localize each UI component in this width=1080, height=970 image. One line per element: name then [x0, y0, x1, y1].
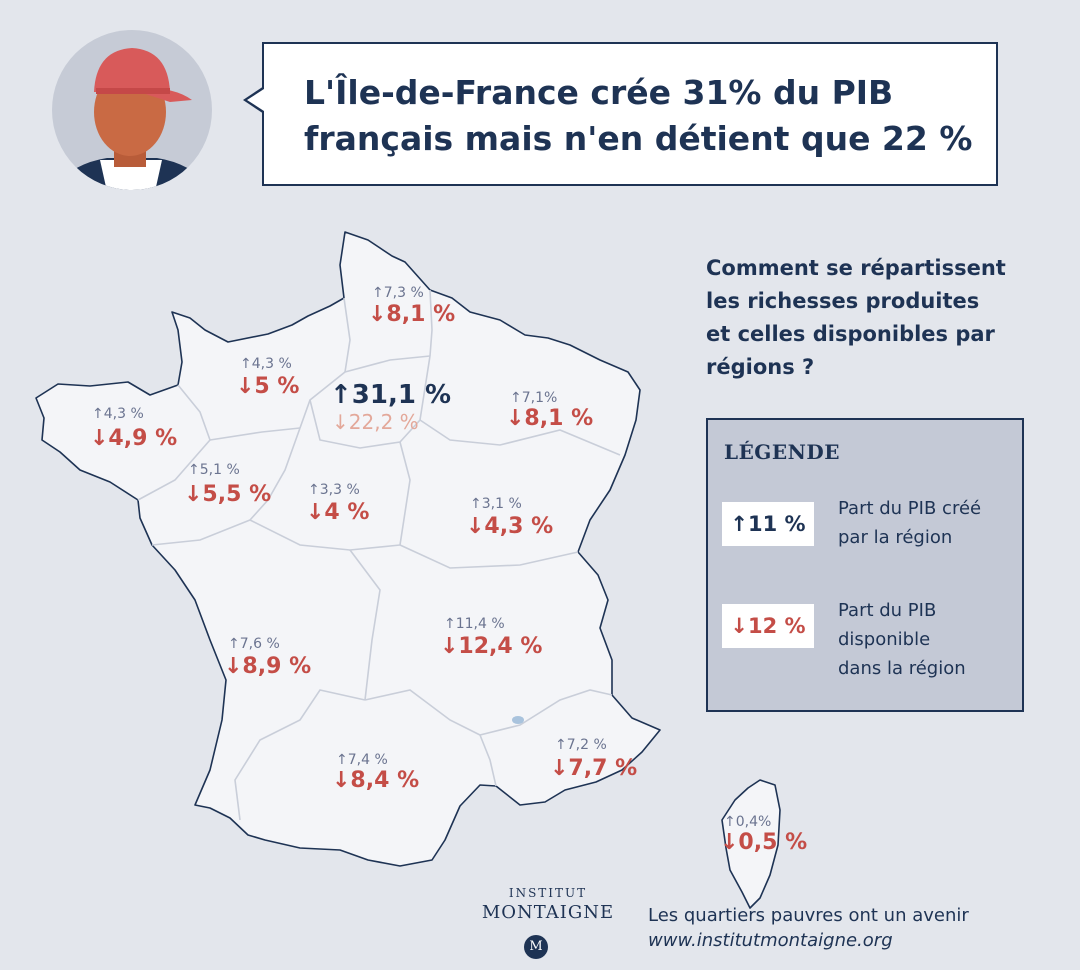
grandest-available-label: ↓8,1 % — [506, 406, 594, 431]
legend-available-chip: ↓12 % — [722, 604, 814, 648]
question-line: les richesses produites — [706, 289, 980, 313]
border-hdf-idf — [344, 355, 431, 373]
border-bretagne-pdl — [137, 439, 211, 501]
legend-title: LÉGENDE — [724, 440, 840, 464]
corse-available-label: ↓0,5 % — [720, 830, 808, 855]
pdl-created-label: ↑5,1 % — [188, 462, 240, 478]
hdf-available-label: ↓8,1 % — [368, 302, 456, 327]
legend-created-line: par la région — [838, 527, 953, 548]
hdf-created-label: ↑7,3 % — [372, 285, 424, 301]
corse-created-label: ↑0,4% — [724, 814, 772, 830]
grandest-created-label: ↑7,1% — [510, 390, 558, 406]
footer-tagline: Les quartiers pauvres ont un avenir — [648, 905, 969, 926]
centre-available-label: ↓4 % — [306, 500, 370, 525]
border-na-occitanie — [234, 689, 366, 821]
na-created-label: ↑7,6 % — [228, 636, 280, 652]
title-box: L'Île-de-France crée 31% du PIB français… — [262, 42, 998, 186]
idf-available-label: ↓22,2 % — [332, 410, 419, 434]
border-na-ara — [349, 549, 381, 701]
border-grandest-bfc — [419, 419, 621, 456]
speech-bubble-pointer-fill — [247, 89, 264, 111]
border-centre-na — [249, 519, 401, 551]
question-line: Comment se répartissent — [706, 256, 1006, 280]
border-normandie-bretagne — [177, 384, 211, 441]
bfc-available-label: ↓4,3 % — [466, 514, 554, 539]
border-pdl-centre — [249, 427, 301, 521]
border-idf — [309, 355, 431, 449]
ara-available-label: ↓12,4 % — [440, 634, 543, 659]
idf-created-label: ↑31,1 % — [330, 380, 452, 410]
border-ara-paca — [479, 689, 613, 736]
footer-url: www.institutmontaigne.org — [648, 930, 893, 951]
question-line: régions ? — [706, 355, 815, 379]
legend-box: LÉGENDE ↑11 % Part du PIB créé par la ré… — [706, 418, 1024, 712]
legend-created-text: Part du PIB créé par la région — [838, 494, 981, 552]
border-occitanie-paca — [479, 734, 497, 787]
page-title-line-2: français mais n'en détient que 22 % — [304, 119, 973, 158]
border-pdl-na — [151, 519, 251, 546]
ara-created-label: ↑11,4 % — [444, 616, 505, 632]
paca-created-label: ↑7,2 % — [555, 737, 607, 753]
border-hdf-grandest — [429, 289, 433, 357]
lake-icon — [512, 716, 524, 724]
question-line: et celles disponibles par — [706, 322, 995, 346]
bfc-created-label: ↑3,1 % — [470, 496, 522, 512]
brand-name-line-2: MONTAIGNE — [481, 902, 615, 923]
occitanie-available-label: ↓8,4 % — [332, 768, 420, 793]
normandie-available-label: ↓5 % — [236, 374, 300, 399]
border-normandie-hdf — [343, 297, 351, 373]
legend-created-chip: ↑11 % — [722, 502, 814, 546]
border-bfc-ara — [399, 544, 579, 569]
pdl-available-label: ↓5,5 % — [184, 482, 272, 507]
legend-created-line: Part du PIB créé — [838, 498, 982, 519]
legend-available-line: dans la région — [838, 658, 966, 679]
brand-name-line-1: INSTITUT — [508, 886, 588, 900]
border-ara-occitanie — [364, 689, 481, 736]
corsica-outline — [721, 779, 781, 909]
legend-available-line: disponible — [838, 629, 931, 650]
border-centre-bfc — [399, 441, 411, 546]
bretagne-created-label: ↑4,3 % — [92, 406, 144, 422]
paca-available-label: ↓7,7 % — [550, 756, 638, 781]
legend-available-text: Part du PIB disponible dans la région — [838, 596, 966, 683]
occitanie-created-label: ↑7,4 % — [336, 752, 388, 768]
montaigne-logo-icon: M — [524, 935, 548, 959]
normandie-created-label: ↑4,3 % — [240, 356, 292, 372]
centre-created-label: ↑3,3 % — [308, 482, 360, 498]
page-title-line-1: L'Île-de-France crée 31% du PIB — [304, 73, 894, 112]
na-available-label: ↓8,9 % — [224, 654, 312, 679]
bretagne-available-label: ↓4,9 % — [90, 426, 178, 451]
question-text: Comment se répartissent les richesses pr… — [706, 252, 1036, 384]
border-normandie-pdl — [209, 427, 301, 441]
legend-available-line: Part du PIB — [838, 600, 937, 621]
